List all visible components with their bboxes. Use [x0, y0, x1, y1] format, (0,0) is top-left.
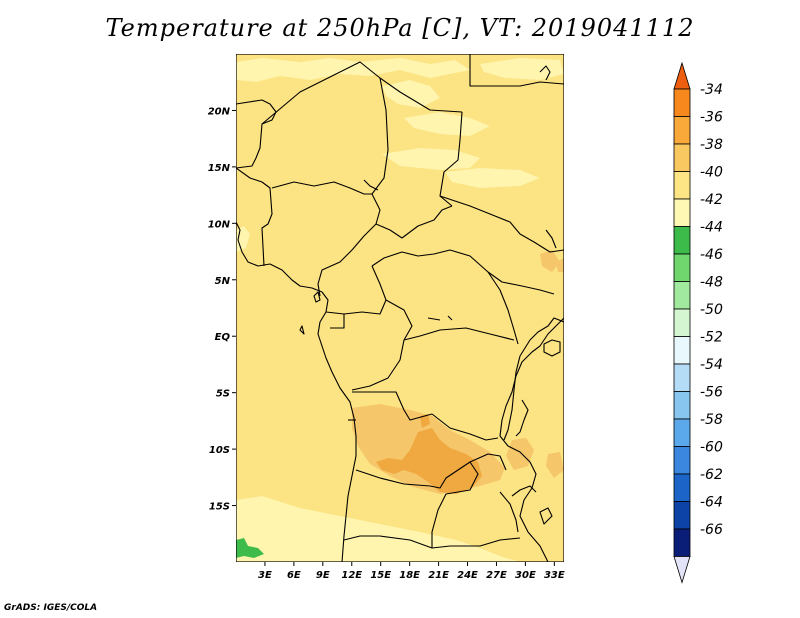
x-tick-label: 33E — [544, 570, 565, 581]
green-cold-patch — [236, 538, 264, 558]
colorbar-label: -40 — [700, 165, 723, 181]
x-tick-label: 24E — [457, 570, 478, 581]
colorbar-segment — [673, 363, 691, 392]
y-tick-label: 15N — [208, 163, 231, 174]
colorbar-label: -54 — [700, 357, 723, 373]
colorbar-top-triangle — [673, 61, 691, 90]
colorbar-label: -48 — [700, 275, 723, 291]
colorbar-label: -62 — [700, 467, 723, 483]
colorbar-segment — [673, 88, 691, 117]
colorbar-label: -36 — [700, 110, 723, 126]
map-title: Temperature at 250hPa [C], VT: 201904111… — [105, 14, 695, 42]
pale-yellow-band — [236, 58, 564, 562]
colorbar-segment — [673, 171, 691, 200]
colorbar-segment — [673, 143, 691, 172]
colorbar-label: -38 — [700, 137, 723, 153]
colorbar-label: -66 — [700, 522, 723, 538]
colorbar-segment — [673, 501, 691, 530]
colorbar-segment — [673, 528, 691, 557]
y-tick-label: 20N — [208, 106, 231, 117]
x-tick-label: 27E — [486, 570, 507, 581]
y-tick-label: 5N — [215, 276, 231, 287]
grads-credit: GrADS: IGES/COLA — [4, 603, 98, 613]
colorbar-segment — [673, 418, 691, 447]
x-tick-label: 18E — [399, 570, 420, 581]
y-tick-label: 5S — [216, 389, 230, 400]
x-tick-label: 30E — [515, 570, 536, 581]
colorbar-label: -52 — [700, 330, 723, 346]
colorbar-bottom-triangle — [673, 556, 691, 584]
x-tick-label: 9E — [316, 570, 330, 581]
colorbar-segment — [673, 391, 691, 420]
colorbar-label: -56 — [700, 385, 723, 401]
orange-band-36-38 — [376, 414, 482, 494]
colorbar-segment — [673, 226, 691, 255]
y-tick-label: EQ — [215, 332, 231, 343]
colorbar-label: -34 — [700, 82, 723, 98]
y-tick-label: 15S — [209, 502, 230, 513]
colorbar-label: -42 — [700, 192, 723, 208]
y-tick-label: 10N — [208, 219, 231, 230]
coastline-borders — [236, 54, 564, 562]
map-plot-area — [236, 54, 564, 562]
colorbar-segment — [673, 253, 691, 282]
x-tick-label: 6E — [287, 570, 301, 581]
colorbar-segment — [673, 308, 691, 337]
x-tick-label: 21E — [428, 570, 449, 581]
colorbar-segment — [673, 473, 691, 502]
colorbar-label: -44 — [700, 220, 723, 236]
colorbar-segment — [673, 116, 691, 145]
x-tick-label: 15E — [370, 570, 391, 581]
colorbar: -34 -36 -38 -40 -42 -44 -46 -48 -50 -52 -54 -56 -58 -… — [673, 61, 723, 584]
x-tick-label: 12E — [341, 570, 362, 581]
colorbar-segment — [673, 281, 691, 310]
colorbar-label: -64 — [700, 495, 723, 511]
colorbar-segment — [673, 446, 691, 475]
colorbar-segment — [673, 336, 691, 365]
colorbar-label: -50 — [700, 302, 723, 318]
colorbar-label: -46 — [700, 247, 723, 263]
longitude-axis: 3E 6E 9E 12E 15E 18E 21E 24E 27E 30E 33E — [258, 562, 565, 581]
y-tick-label: 10S — [209, 445, 230, 456]
colorbar-label: -58 — [700, 412, 723, 428]
colorbar-label: -60 — [700, 440, 723, 456]
colorbar-segment — [673, 198, 691, 227]
x-tick-label: 3E — [258, 570, 272, 581]
latitude-axis: 20N 15N 10N 5N EQ 5S 10S 15S — [208, 106, 236, 513]
